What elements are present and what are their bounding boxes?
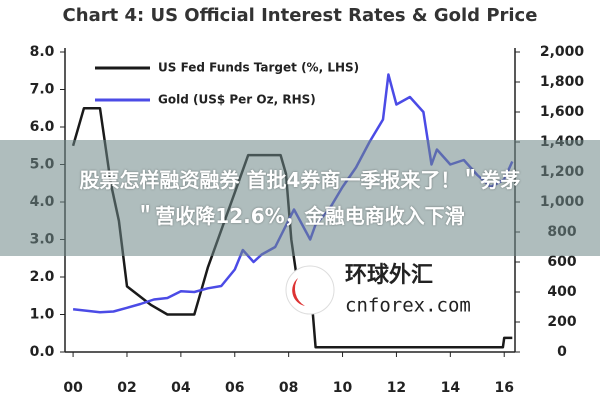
y2-tick-label: 200 xyxy=(547,314,576,330)
y-tick-label: 1.0 xyxy=(30,307,55,323)
x-tick-label: 02 xyxy=(117,380,136,396)
headline-banner: 股票怎样融资融券 首批4券商一季报来了！＂券茅 ＂营收降12.6%，金融电商收入… xyxy=(0,140,600,256)
x-tick-label: 14 xyxy=(441,380,461,396)
y-tick-label: 0.0 xyxy=(30,344,55,360)
headline-line: ＂营收降12.6%，金融电商收入下滑 xyxy=(135,204,465,228)
y2-tick-label: 1,600 xyxy=(540,104,585,120)
x-tick-label: 08 xyxy=(279,380,298,396)
y2-tick-label: 400 xyxy=(547,284,576,300)
y-tick-label: 7.0 xyxy=(30,82,55,98)
y2-tick-label: 1,800 xyxy=(540,74,585,90)
x-tick-label: 10 xyxy=(333,380,353,396)
chart-title: Chart 4: US Official Interest Rates & Go… xyxy=(63,5,538,26)
y2-tick-label: 0 xyxy=(557,344,567,360)
watermark-site: cnforex.com xyxy=(345,295,471,317)
watermark-logo-mark xyxy=(292,278,305,306)
y2-tick-label: 600 xyxy=(547,254,576,270)
x-tick-label: 16 xyxy=(494,380,513,396)
headline-line: 股票怎样融资融券 首批4券商一季报来了！＂券茅 xyxy=(79,168,521,192)
legend-label: Gold (US$ Per Oz, RHS) xyxy=(158,93,316,107)
y-tick-label: 8.0 xyxy=(30,44,55,60)
x-tick-label: 00 xyxy=(63,380,83,396)
watermark-name: 环球外汇 xyxy=(345,262,433,288)
x-tick-label: 04 xyxy=(171,380,191,396)
watermark: 环球外汇 cnforex.com xyxy=(285,262,471,317)
x-tick-label: 06 xyxy=(225,380,244,396)
legend-label: US Fed Funds Target (%, LHS) xyxy=(158,61,359,75)
y-tick-label: 6.0 xyxy=(30,119,55,135)
y-tick-label: 2.0 xyxy=(30,269,55,285)
x-tick-label: 12 xyxy=(387,380,406,396)
y2-tick-label: 2,000 xyxy=(540,44,585,60)
